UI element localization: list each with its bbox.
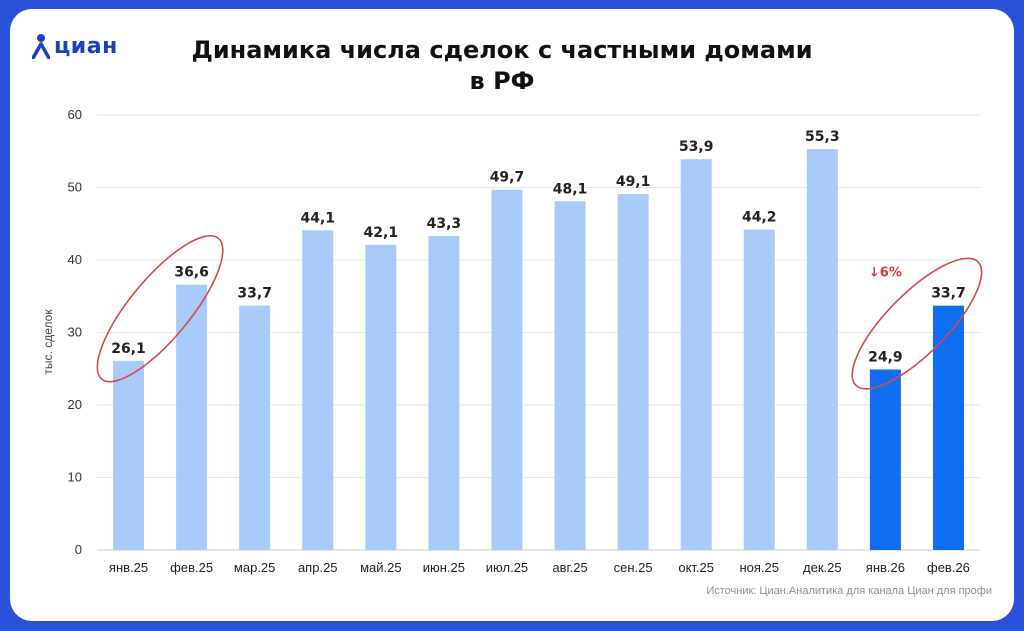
highlight-circle bbox=[851, 257, 983, 390]
x-tick-label: дек.25 bbox=[803, 560, 842, 575]
x-tick-label: ноя.25 bbox=[739, 560, 779, 575]
x-tick-label: фев.26 bbox=[927, 560, 970, 575]
y-tick-label: 60 bbox=[68, 107, 82, 122]
data-label: 43,3 bbox=[427, 216, 462, 232]
bar bbox=[806, 149, 838, 550]
bar bbox=[302, 230, 334, 550]
y-axis-label: тыс. сделок bbox=[41, 309, 55, 375]
data-label: 42,1 bbox=[364, 225, 399, 241]
bar bbox=[113, 360, 145, 550]
y-tick-label: 0 bbox=[75, 542, 82, 557]
bar bbox=[176, 284, 208, 550]
y-tick-label: 50 bbox=[68, 180, 82, 195]
bar bbox=[743, 229, 775, 551]
data-label: 33,7 bbox=[931, 286, 966, 302]
bar bbox=[617, 194, 649, 550]
chart-card: циан Динамика числа сделок с частными до… bbox=[10, 9, 1014, 621]
data-label: 36,6 bbox=[174, 265, 209, 281]
data-label: 49,7 bbox=[490, 170, 525, 186]
data-label: 26,1 bbox=[111, 341, 146, 357]
chart-title-line-1: Динамика числа сделок с частными домами bbox=[191, 36, 813, 64]
bar bbox=[365, 244, 397, 550]
change-annotation: ↓6% bbox=[869, 266, 902, 281]
bar bbox=[554, 201, 586, 550]
highlight-circle bbox=[96, 234, 224, 383]
chart-title: Динамика числа сделок с частными домами … bbox=[130, 35, 874, 97]
x-tick-label: янв.26 bbox=[866, 560, 905, 575]
x-tick-label: фев.25 bbox=[170, 560, 213, 575]
data-label: 53,9 bbox=[679, 139, 714, 155]
location-pin-icon bbox=[32, 34, 50, 59]
brand-logo: циан bbox=[32, 30, 118, 62]
data-label: 33,7 bbox=[237, 286, 272, 302]
x-tick-label: мар.25 bbox=[234, 560, 275, 575]
data-label: 24,9 bbox=[868, 349, 903, 365]
data-label: 44,2 bbox=[742, 210, 777, 226]
data-label: 48,1 bbox=[553, 181, 588, 197]
bar bbox=[869, 369, 901, 550]
bar bbox=[491, 189, 523, 551]
bar bbox=[680, 159, 712, 550]
data-label: 44,1 bbox=[300, 210, 335, 226]
source-note: Источник: Циан.Аналитика для канала Циан… bbox=[706, 585, 992, 597]
x-tick-label: сен.25 bbox=[614, 560, 653, 575]
x-tick-label: май.25 bbox=[360, 560, 402, 575]
brand-name: циан bbox=[54, 33, 118, 59]
x-tick-label: окт.25 bbox=[678, 560, 714, 575]
y-tick-label: 10 bbox=[68, 470, 82, 485]
x-tick-label: авг.25 bbox=[552, 560, 587, 575]
x-tick-label: янв.25 bbox=[109, 560, 148, 575]
data-label: 55,3 bbox=[805, 129, 840, 145]
x-tick-label: июн.25 bbox=[423, 560, 465, 575]
x-tick-label: июл.25 bbox=[486, 560, 528, 575]
data-label: 49,1 bbox=[616, 174, 651, 190]
chart-title-line-2: в РФ bbox=[469, 67, 535, 95]
bar bbox=[239, 305, 271, 550]
y-tick-label: 20 bbox=[68, 397, 82, 412]
x-tick-label: апр.25 bbox=[298, 560, 338, 575]
bar bbox=[932, 305, 964, 550]
bar-chart: 0 10 20 30 40 50 60 тыс. сделок 26,1 янв.25 36,6 фе… bbox=[41, 107, 983, 575]
bar bbox=[428, 236, 460, 550]
y-tick-label: 30 bbox=[68, 325, 82, 340]
y-tick-label: 40 bbox=[68, 252, 82, 267]
